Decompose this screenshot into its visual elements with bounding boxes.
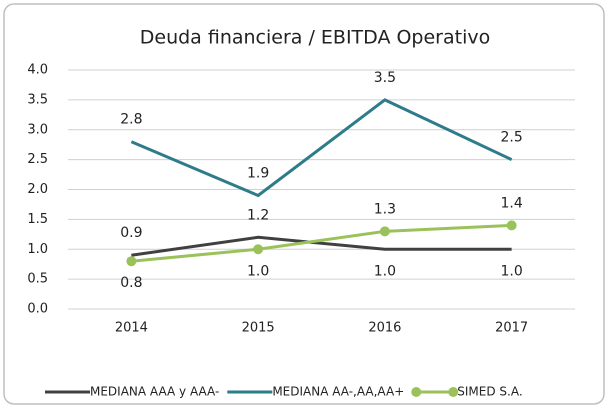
data-label: 1.0 [500, 263, 522, 279]
y-tick-label: 2.5 [27, 152, 48, 167]
y-tick-label: 1.5 [27, 212, 48, 227]
data-label: 1.0 [247, 263, 269, 279]
y-tick-label: 3.0 [27, 122, 48, 137]
y-tick-label: 2.0 [27, 182, 48, 197]
series-line [131, 235, 512, 257]
chart-title: Deuda financiera / EBITDA Operativo [140, 27, 491, 49]
series-line [131, 223, 512, 263]
point [506, 220, 517, 231]
y-tick-label: 0.5 [27, 272, 48, 287]
legend-marker [411, 387, 422, 397]
point [126, 256, 137, 267]
y-tick-label: 0.0 [27, 302, 48, 317]
data-label: 1.4 [500, 195, 522, 211]
y-tick-label: 1.0 [27, 242, 48, 257]
data-label: 0.8 [120, 275, 142, 291]
x-tick-label: 2017 [495, 321, 528, 336]
data-label: 1.9 [247, 165, 269, 181]
x-tick-label: 2016 [368, 321, 401, 336]
y-tick-label: 3.5 [27, 92, 48, 107]
data-label: 2.5 [500, 130, 522, 146]
y-tick-label: 4.0 [27, 63, 48, 78]
series-line [130, 98, 513, 198]
point [379, 226, 390, 237]
point [253, 244, 264, 255]
legend-label: SIMED S.A. [457, 385, 522, 399]
x-tick-label: 2015 [242, 321, 275, 336]
legend-marker [448, 387, 459, 397]
legend-label: MEDIANA AAA y AAA- [90, 385, 219, 399]
x-tick-label: 2014 [115, 321, 148, 336]
data-label: 1.3 [374, 201, 396, 217]
data-label: 1.2 [247, 207, 269, 223]
data-label: 1.0 [374, 263, 396, 279]
data-label: 3.5 [374, 70, 396, 86]
data-label: 0.9 [120, 225, 142, 241]
data-label: 2.8 [120, 112, 142, 128]
legend-label: MEDIANA AA-,AA,AA+ [272, 385, 404, 399]
chart-frame [3, 3, 605, 405]
